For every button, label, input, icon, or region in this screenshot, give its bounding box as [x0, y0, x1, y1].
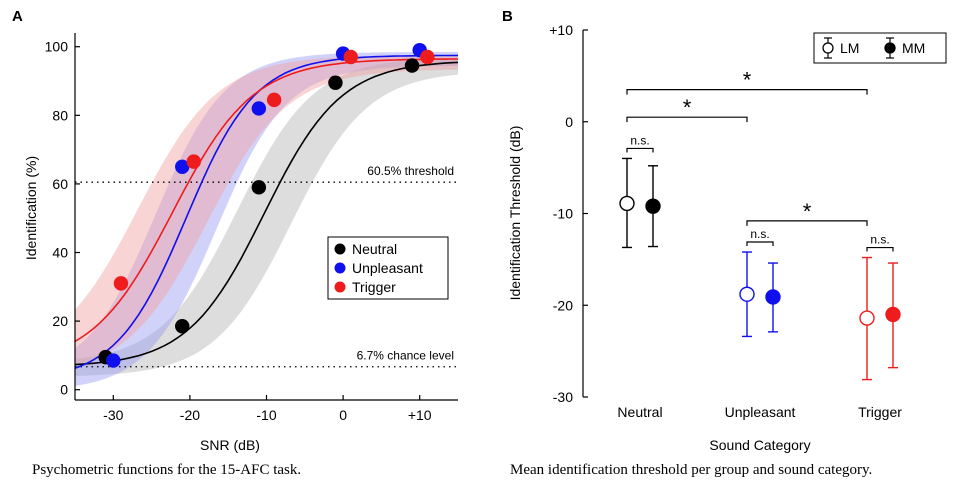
legend-label-neutral: Neutral	[352, 241, 397, 257]
panel-a-label: A	[12, 8, 23, 25]
reference-line-label-1: 6.7% chance level	[357, 349, 454, 363]
ns-bracket	[746, 241, 774, 247]
caption-panel-a: Psychometric functions for the 15-AFC ta…	[32, 462, 302, 478]
significance-bracket	[746, 220, 868, 226]
point-unpleasant-1	[175, 159, 190, 174]
caption-panel-b: Mean identification threshold per group …	[510, 462, 873, 478]
point-lm-1	[739, 286, 755, 302]
y-tick-label: -10	[553, 206, 573, 222]
y-tick-label: 20	[52, 313, 68, 329]
panel-b-legend: LM MM	[813, 32, 947, 64]
panel-a-confidence-bands	[75, 51, 458, 387]
point-trigger-0	[113, 276, 129, 291]
panel-a-y-axis-label: Identification (%)	[23, 156, 39, 260]
legend-marker-unpleasant	[334, 262, 346, 274]
legend-marker-lm	[822, 42, 834, 54]
point-lm-2	[859, 310, 875, 326]
reference-line-label-0: 60.5% threshold	[367, 164, 454, 178]
panel-b-axes: +10 0 -10 -20 -30 Neutral Unpleasant Trigger	[549, 22, 902, 420]
category-label: Unpleasant	[725, 404, 796, 420]
point-mm-0	[645, 198, 661, 214]
ns-label: n.s.	[870, 233, 889, 247]
y-tick-label: 0	[565, 114, 573, 130]
panel-b-x-axis-label: Sound Category	[709, 437, 810, 453]
significance-star: *	[803, 199, 812, 224]
point-neutral-3	[328, 75, 343, 90]
category-label: Neutral	[617, 404, 662, 420]
panel-a-x-axis-label: SNR (dB)	[200, 437, 260, 453]
point-unpleasant-2	[251, 101, 267, 116]
y-tick-label: 80	[52, 107, 68, 123]
point-unpleasant-0	[106, 353, 121, 368]
legend-label-unpleasant: Unpleasant	[352, 260, 423, 276]
y-tick-label: 40	[52, 245, 68, 261]
significance-star: *	[683, 95, 692, 120]
fit-curve-unpleasant	[74, 54, 459, 370]
significance-bracket	[626, 89, 868, 95]
panel-b-label: B	[502, 8, 513, 25]
legend-label-lm: LM	[840, 40, 859, 56]
ns-bracket	[866, 246, 894, 252]
band-trigger	[75, 55, 458, 366]
significance-bracket	[626, 116, 748, 123]
panel-b-y-axis-label: Identification Threshold (dB)	[507, 126, 523, 301]
x-tick-label: 0	[339, 407, 347, 423]
point-trigger-2	[266, 92, 282, 108]
point-lm-0	[619, 195, 635, 212]
point-neutral-2	[251, 180, 267, 195]
ns-bracket	[626, 147, 654, 153]
panel-b-data-points	[619, 157, 901, 381]
panel-a-reference-lines: 60.5% threshold 6.7% chance level	[75, 164, 458, 368]
y-tick-label: 60	[52, 176, 68, 192]
x-tick-label: +10	[408, 407, 432, 423]
y-tick-label: 100	[45, 39, 69, 55]
point-trigger-4	[420, 49, 435, 65]
fit-curve-neutral	[74, 61, 459, 366]
panel-a-data-points	[98, 42, 435, 368]
point-trigger-1	[186, 154, 201, 169]
y-tick-label: -30	[553, 389, 573, 405]
ns-label: n.s.	[630, 133, 649, 147]
panel-a: A 60.5% threshold 6.7% chance level 0 20 40…	[12, 8, 459, 453]
band-neutral	[75, 58, 458, 376]
category-label: Trigger	[858, 404, 902, 420]
point-mm-1	[765, 289, 781, 305]
panel-a-axes: 0 20 40 60 80 100 -30 -20 -10 0 +10	[45, 33, 458, 423]
x-tick-label: -10	[256, 407, 276, 423]
panel-a-fit-curves	[74, 54, 459, 370]
panel-a-legend: Neutral Unpleasant Trigger	[327, 236, 449, 300]
point-mm-2	[885, 306, 901, 323]
legend-label-mm: MM	[902, 40, 925, 56]
x-tick-label: -20	[180, 407, 200, 423]
legend-marker-trigger	[334, 281, 346, 293]
y-tick-label: +10	[549, 22, 573, 38]
legend-box	[813, 32, 947, 64]
band-unpleasant	[75, 51, 458, 387]
fit-curve-trigger	[74, 58, 458, 343]
ns-label: n.s.	[750, 227, 769, 241]
x-tick-label: -30	[103, 407, 123, 423]
panel-b-significance-annotations: n.s. n.s. n.s. * * *	[626, 68, 894, 252]
point-neutral-1	[175, 319, 190, 334]
point-trigger-3	[343, 49, 358, 65]
y-tick-label: 0	[60, 382, 68, 398]
legend-box	[327, 236, 449, 300]
legend-label-trigger: Trigger	[352, 279, 396, 295]
point-neutral-4	[404, 58, 420, 73]
legend-marker-neutral	[334, 243, 346, 255]
legend-marker-mm	[884, 42, 896, 54]
y-tick-label: -20	[553, 297, 573, 313]
significance-star: *	[743, 68, 752, 93]
